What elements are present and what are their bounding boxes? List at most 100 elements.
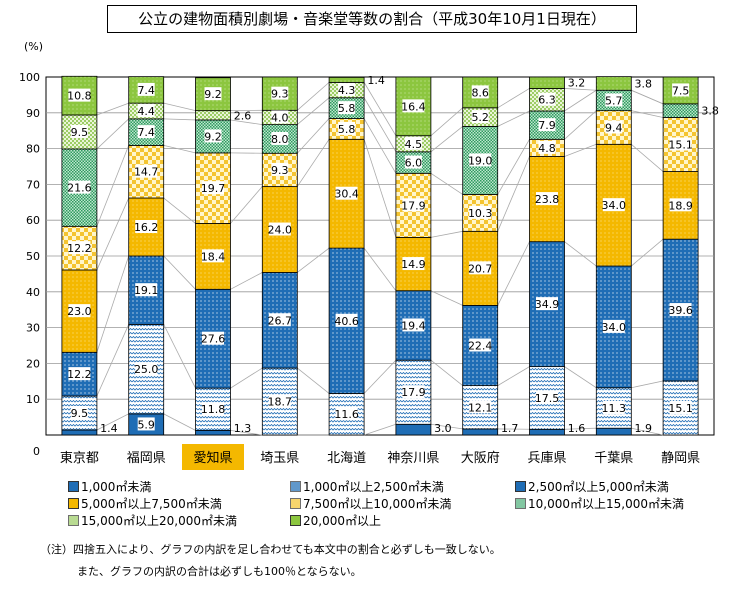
connector-line (430, 359, 463, 386)
data-label: 19.0 (468, 154, 493, 167)
y-tick-label: 20 (26, 357, 40, 370)
legend-item: 1,000㎡以上2,500㎡未満 (290, 478, 444, 495)
data-label-bg (469, 400, 492, 414)
connector-line (363, 139, 397, 238)
data-label-bg (402, 99, 425, 113)
legend-swatch (290, 498, 301, 509)
bar-segment (595, 427, 632, 436)
connector-line (363, 118, 397, 174)
data-label: 16.2 (134, 221, 159, 234)
data-label: 7.5 (672, 84, 690, 97)
data-label: 12.1 (468, 401, 493, 414)
y-tick-label: 10 (26, 393, 40, 406)
data-label-bg (135, 164, 158, 178)
data-label-bg (271, 131, 289, 145)
category-label: 大阪府 (461, 451, 500, 466)
data-label-bg (402, 385, 425, 399)
data-label: 5.7 (605, 94, 623, 107)
connector-line (430, 230, 463, 238)
data-label: 34.0 (602, 199, 627, 212)
legend-swatch (515, 481, 526, 492)
data-label-bg (338, 121, 356, 135)
data-label-bg (268, 313, 291, 327)
data-label: 5.2 (471, 111, 489, 124)
data-label: 3.2 (568, 77, 586, 90)
data-label: 25.0 (134, 363, 159, 376)
legend-item: 15,000㎡以上20,000㎡未満 (68, 512, 237, 529)
legend-swatch (68, 498, 79, 509)
note-line-2: また、グラフの内訳の合計は必ずしも100％とならない。 (77, 565, 362, 578)
data-label: 10.3 (468, 207, 493, 220)
connector-line (96, 197, 130, 271)
data-label-bg (271, 86, 289, 100)
connector-line (230, 119, 263, 126)
data-label: 11.3 (602, 402, 627, 415)
bar-segment (128, 255, 165, 325)
data-label: 23.8 (535, 193, 560, 206)
connector-line (631, 110, 664, 118)
legend-item: 7,500㎡以上10,000㎡未満 (290, 495, 451, 512)
bar-segment (61, 429, 98, 436)
data-label-bg (471, 85, 489, 99)
bar-segment (195, 110, 231, 121)
connector-line (430, 423, 463, 430)
bar-segment (195, 429, 231, 436)
data-label-bg (68, 304, 91, 318)
connector-line (497, 88, 530, 109)
data-label: 15.1 (668, 402, 693, 415)
legend-label: 1,000㎡未満 (81, 480, 152, 494)
connector-line (297, 367, 330, 394)
data-label: 1.9 (635, 422, 653, 435)
data-label: 17.9 (401, 386, 426, 399)
data-label: 7.4 (137, 126, 155, 139)
data-label-bg (404, 136, 422, 150)
category-label: 神奈川県 (387, 451, 439, 466)
data-label: 1.6 (568, 422, 586, 435)
data-label: 23.0 (67, 305, 92, 318)
data-label-bg (404, 155, 422, 169)
data-label: 9.5 (71, 126, 89, 139)
data-label: 9.3 (271, 88, 289, 101)
data-label-bg (602, 400, 625, 414)
data-label-bg (536, 390, 558, 404)
connector-line (564, 241, 597, 267)
data-label: 9.4 (605, 121, 623, 134)
data-label-bg (338, 83, 356, 97)
data-label-bg (268, 222, 291, 236)
connector-line (297, 82, 330, 111)
data-label-bg (602, 319, 625, 333)
bar-segment (529, 428, 565, 436)
data-label: 10.8 (67, 90, 92, 103)
connector-line (297, 247, 330, 273)
data-label-bg (335, 186, 358, 200)
connector-line (96, 255, 130, 353)
data-label: 9.2 (204, 88, 222, 101)
data-label: 19.4 (401, 319, 426, 332)
data-label-bg (402, 318, 425, 332)
connector-line (631, 380, 664, 389)
data-label: 17.5 (535, 392, 560, 405)
connector-line (631, 144, 664, 172)
connector-line (96, 102, 129, 116)
legend-item: 5,000㎡以上7,500㎡未満 (68, 495, 222, 512)
data-label-bg (70, 405, 88, 419)
data-label: 3.0 (434, 422, 452, 435)
data-label: 17.9 (401, 199, 426, 212)
data-label: 8.0 (271, 133, 289, 146)
data-label: 4.4 (137, 105, 155, 118)
data-label-bg (202, 181, 224, 195)
legend-label: 15,000㎡以上20,000㎡未満 (81, 514, 237, 528)
connector-line (497, 110, 530, 127)
connector-line (230, 367, 263, 389)
connector-line (631, 238, 664, 267)
data-label: 1.4 (367, 74, 385, 87)
legend-item: 10,000㎡以上15,000㎡未満 (515, 495, 684, 512)
data-label: 7.9 (538, 119, 556, 132)
connector-line (163, 144, 196, 154)
data-label: 27.6 (201, 333, 226, 346)
legend-label: 7,500㎡以上10,000㎡未満 (303, 497, 452, 511)
bar-segment (395, 423, 432, 436)
data-label: 24.0 (268, 224, 293, 237)
connector-line (497, 366, 530, 386)
data-label: 5.8 (338, 102, 356, 115)
